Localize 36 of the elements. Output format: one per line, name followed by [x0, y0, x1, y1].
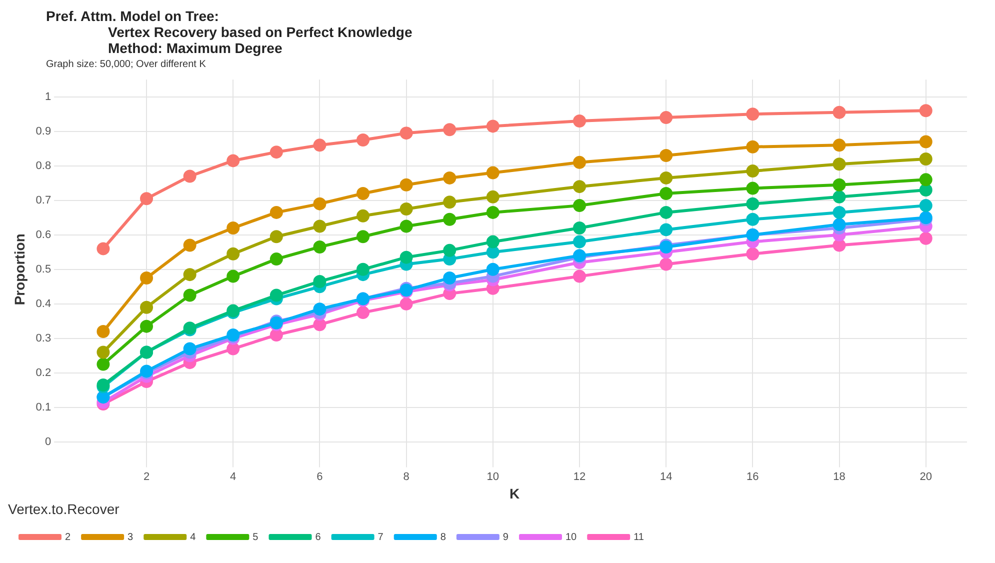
y-tick-label: 0 [44, 436, 52, 448]
x-tick-label: 20 [920, 470, 932, 483]
x-tick-label: 18 [833, 470, 846, 483]
y-tick-label: 0.1 [36, 401, 52, 414]
legend-label: 4 [190, 532, 196, 543]
x-axis-title: K [509, 486, 520, 502]
x-tick-label: 8 [403, 470, 410, 483]
legend-label: 2 [65, 532, 71, 543]
y-axis-title: Proportion [11, 234, 28, 306]
x-tick-label: 4 [230, 470, 236, 483]
legend-label: 8 [440, 532, 446, 543]
legend-label: 10 [565, 532, 578, 543]
legend-label: 3 [128, 532, 134, 543]
x-tick-label: 6 [316, 470, 323, 483]
y-tick-label: 1 [44, 90, 52, 103]
y-tick-label: 0.4 [36, 298, 52, 310]
x-tick-label: 16 [746, 470, 759, 483]
legend-title: Vertex.to.Recover [8, 501, 120, 518]
y-tick-label: 0.9 [36, 125, 52, 138]
chart-subtitle: Graph size: 50,000; Over different K [45, 59, 207, 70]
y-tick-label: 0.2 [36, 366, 52, 379]
y-tick-label: 0.6 [36, 228, 52, 241]
y-tick-label: 0.3 [36, 332, 52, 344]
x-tick-label: 12 [573, 470, 586, 483]
legend-label: 11 [634, 532, 644, 543]
y-tick-label: 0.5 [36, 263, 52, 276]
y-tick-label: 0.7 [36, 194, 52, 206]
legend-label: 7 [378, 532, 384, 543]
legend-label: 6 [315, 532, 322, 543]
chart-title: Pref. Attm. Model on Tree: Vertex Recovery based on Perfect Knowledge Method: Maximum Degree [46, 8, 414, 56]
y-tick-label: 0.8 [36, 160, 52, 172]
legend-label: 5 [252, 532, 259, 543]
legend-label: 9 [502, 532, 509, 543]
x-tick-label: 2 [143, 470, 150, 483]
x-tick-label: 14 [660, 470, 672, 483]
x-tick-label: 10 [486, 470, 500, 483]
